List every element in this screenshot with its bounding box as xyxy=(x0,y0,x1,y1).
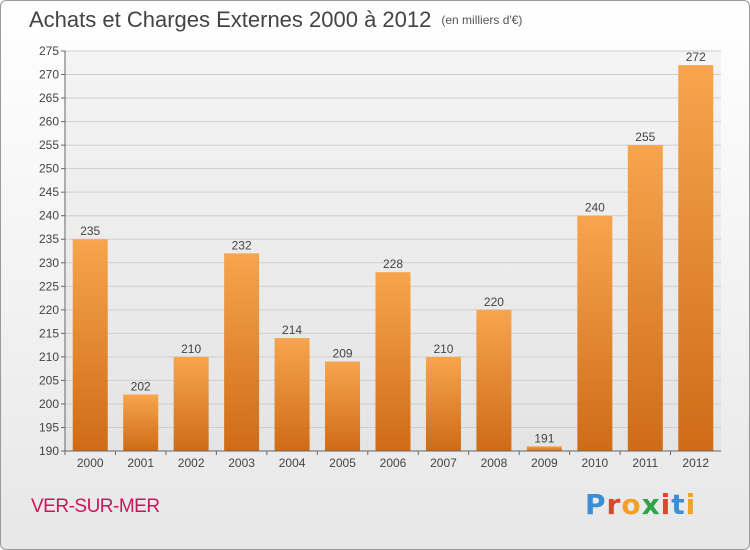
y-tick-label: 220 xyxy=(39,303,59,317)
data-label: 255 xyxy=(635,130,655,144)
y-tick-label: 270 xyxy=(39,68,59,82)
logo-letter: i xyxy=(685,488,697,521)
bars xyxy=(72,65,714,451)
data-label: 209 xyxy=(333,347,353,361)
data-label: 210 xyxy=(181,342,201,356)
x-tick-label: 2004 xyxy=(279,456,306,470)
logo-letter: r xyxy=(606,488,622,521)
y-tick-label: 210 xyxy=(39,350,59,364)
bar xyxy=(678,65,714,451)
bar xyxy=(577,215,613,451)
labels: 190 195 200 205 210 215 220 225 230 235 240 245 250 2… xyxy=(39,44,709,470)
y-tick-label: 200 xyxy=(39,397,59,411)
data-label: 191 xyxy=(534,431,554,445)
logo-letter: i xyxy=(660,488,672,521)
data-label: 232 xyxy=(232,238,252,252)
data-label: 240 xyxy=(585,201,605,215)
bar xyxy=(274,338,310,451)
y-tick-label: 235 xyxy=(39,232,59,246)
x-tick-label: 2001 xyxy=(127,456,154,470)
bar xyxy=(72,239,108,451)
y-tick-label: 215 xyxy=(39,326,59,340)
x-tick-label: 2008 xyxy=(481,456,508,470)
y-tick-label: 275 xyxy=(39,44,59,58)
chart-title: Achats et Charges Externes 2000 à 2012 (e… xyxy=(29,7,522,33)
y-tick-label: 245 xyxy=(39,185,59,199)
data-label: 202 xyxy=(131,380,151,394)
bar xyxy=(627,145,663,451)
axes xyxy=(64,51,721,452)
y-tick-label: 230 xyxy=(39,256,59,270)
commune-name: VER-SUR-MER xyxy=(31,496,160,517)
y-tick-label: 255 xyxy=(39,138,59,152)
x-tick-label: 2010 xyxy=(581,456,608,470)
data-label: 272 xyxy=(686,50,706,64)
logo-letter: x xyxy=(641,488,661,521)
bar xyxy=(476,309,512,451)
bar xyxy=(123,394,159,451)
x-tick-label: 2009 xyxy=(531,456,558,470)
x-tick-label: 2002 xyxy=(178,456,205,470)
x-tick-label: 2012 xyxy=(682,456,709,470)
proxiti-logo: Proxiti xyxy=(585,488,696,521)
data-label: 214 xyxy=(282,323,302,337)
bar xyxy=(325,361,361,451)
logo-letter: o xyxy=(621,488,642,521)
x-tick-label: 2007 xyxy=(430,456,457,470)
data-label: 228 xyxy=(383,257,403,271)
y-tick-label: 250 xyxy=(39,162,59,176)
bar xyxy=(375,272,411,451)
x-tick-label: 2003 xyxy=(228,456,255,470)
x-tick-label: 2000 xyxy=(77,456,104,470)
y-tick-label: 240 xyxy=(39,209,59,223)
data-label: 210 xyxy=(433,342,453,356)
bar xyxy=(224,253,260,451)
bar xyxy=(173,356,209,451)
logo-letter: P xyxy=(585,488,607,521)
logo-letter: t xyxy=(671,488,686,521)
chart-unit: (en milliers d'€) xyxy=(441,13,523,27)
chart-title-text: Achats et Charges Externes 2000 à 2012 xyxy=(29,7,432,32)
data-label: 220 xyxy=(484,295,504,309)
x-tick-label: 2011 xyxy=(632,456,658,470)
y-tick-label: 225 xyxy=(39,279,59,293)
y-tick-label: 190 xyxy=(39,444,59,458)
x-tick-label: 2006 xyxy=(380,456,407,470)
y-tick-label: 265 xyxy=(39,91,59,105)
y-tick-label: 195 xyxy=(39,420,59,434)
x-tick-label: 2005 xyxy=(329,456,356,470)
y-tick-label: 205 xyxy=(39,373,59,387)
y-tick-label: 260 xyxy=(39,115,59,129)
bar xyxy=(526,446,562,451)
data-label: 235 xyxy=(80,224,100,238)
bar xyxy=(425,356,461,451)
